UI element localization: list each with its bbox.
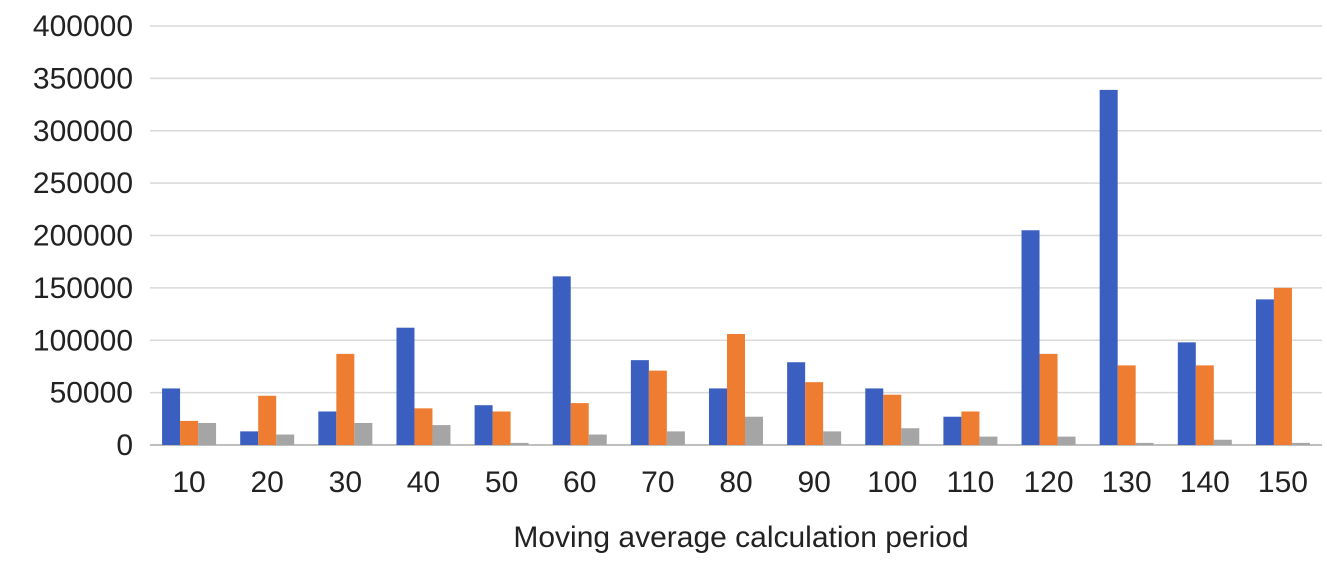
y-tick-label: 400000 <box>33 10 133 43</box>
bar <box>1135 442 1154 445</box>
bar <box>1273 287 1292 445</box>
bar <box>865 388 884 445</box>
bar <box>1057 436 1076 445</box>
bar <box>1291 442 1310 445</box>
bar <box>552 276 571 445</box>
bar <box>336 353 355 445</box>
bar <box>630 360 649 445</box>
x-tick-label: 130 <box>1102 466 1152 499</box>
bar <box>510 442 529 445</box>
y-tick-label: 0 <box>116 429 133 462</box>
bar <box>901 428 920 445</box>
bar <box>198 423 217 445</box>
bar <box>570 403 589 445</box>
x-axis-title: Moving average calculation period <box>513 521 968 554</box>
x-axis-tick-labels: 10 20 30 40 50 60 70 80 90 100 110 120 130 140 150 <box>172 466 1308 499</box>
bar <box>943 416 962 445</box>
y-tick-label: 350000 <box>33 62 133 95</box>
bar <box>1099 89 1118 446</box>
bar <box>979 436 998 445</box>
bar <box>961 411 980 445</box>
bar <box>1039 353 1058 445</box>
bar <box>727 333 745 445</box>
bar <box>648 370 667 445</box>
bar <box>745 416 763 445</box>
bar <box>414 408 433 445</box>
y-tick-label: 250000 <box>33 167 133 200</box>
bar <box>240 431 259 445</box>
bar <box>1195 365 1214 445</box>
bar <box>823 431 842 445</box>
x-tick-label: 110 <box>946 466 994 499</box>
x-tick-label: 30 <box>329 466 362 499</box>
x-tick-label: 80 <box>719 466 752 499</box>
x-tick-label: 40 <box>407 466 440 499</box>
bar <box>432 425 451 445</box>
y-tick-label: 100000 <box>33 324 133 357</box>
x-tick-label: 70 <box>641 466 674 499</box>
bar <box>1177 342 1196 445</box>
y-tick-label: 300000 <box>33 115 133 148</box>
x-tick-label: 60 <box>563 466 596 499</box>
bar <box>1021 230 1040 445</box>
y-axis-tick-labels: 0 50000 100000 150000 200000 250000 300000 3500… <box>33 10 133 462</box>
bar <box>354 423 373 445</box>
x-tick-label: 10 <box>172 466 205 499</box>
x-tick-label: 50 <box>485 466 518 499</box>
x-tick-label: 150 <box>1258 466 1308 499</box>
bar <box>258 395 277 445</box>
bar <box>474 405 493 445</box>
bar <box>666 431 685 445</box>
bar <box>709 388 727 445</box>
bar <box>883 394 902 445</box>
bar <box>1255 299 1274 445</box>
bar <box>787 362 806 445</box>
bar <box>276 434 295 445</box>
bar <box>1213 439 1232 445</box>
bar <box>396 327 415 445</box>
x-tick-label: 140 <box>1180 466 1230 499</box>
bar <box>1117 365 1136 445</box>
y-tick-label: 150000 <box>33 272 133 305</box>
y-tick-label: 50000 <box>50 377 133 410</box>
bars <box>162 89 1310 446</box>
y-tick-label: 200000 <box>33 220 133 253</box>
bar <box>162 388 181 445</box>
bar <box>588 434 607 445</box>
x-tick-label: 20 <box>251 466 284 499</box>
x-tick-label: 90 <box>797 466 830 499</box>
bar <box>492 411 511 445</box>
bar <box>180 420 199 445</box>
x-tick-label: 100 <box>867 466 917 499</box>
bar <box>318 411 337 445</box>
bar <box>805 382 824 445</box>
x-tick-label: 120 <box>1024 466 1074 499</box>
